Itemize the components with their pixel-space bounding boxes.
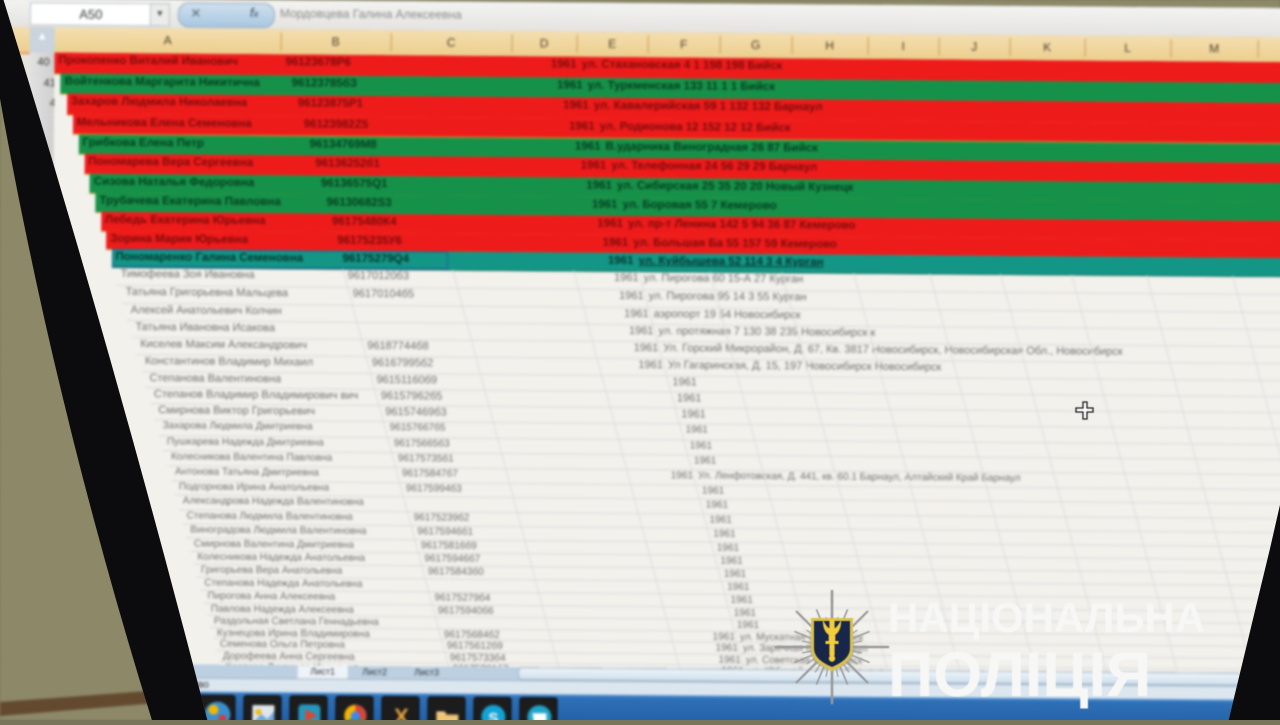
svg-text:ПОЛІЦІЯ: ПОЛІЦІЯ bbox=[888, 640, 1151, 710]
svg-text:НАЦІОНАЛЬНА: НАЦІОНАЛЬНА bbox=[888, 594, 1205, 641]
svg-text:S: S bbox=[489, 710, 499, 720]
svg-text:X: X bbox=[394, 704, 409, 720]
